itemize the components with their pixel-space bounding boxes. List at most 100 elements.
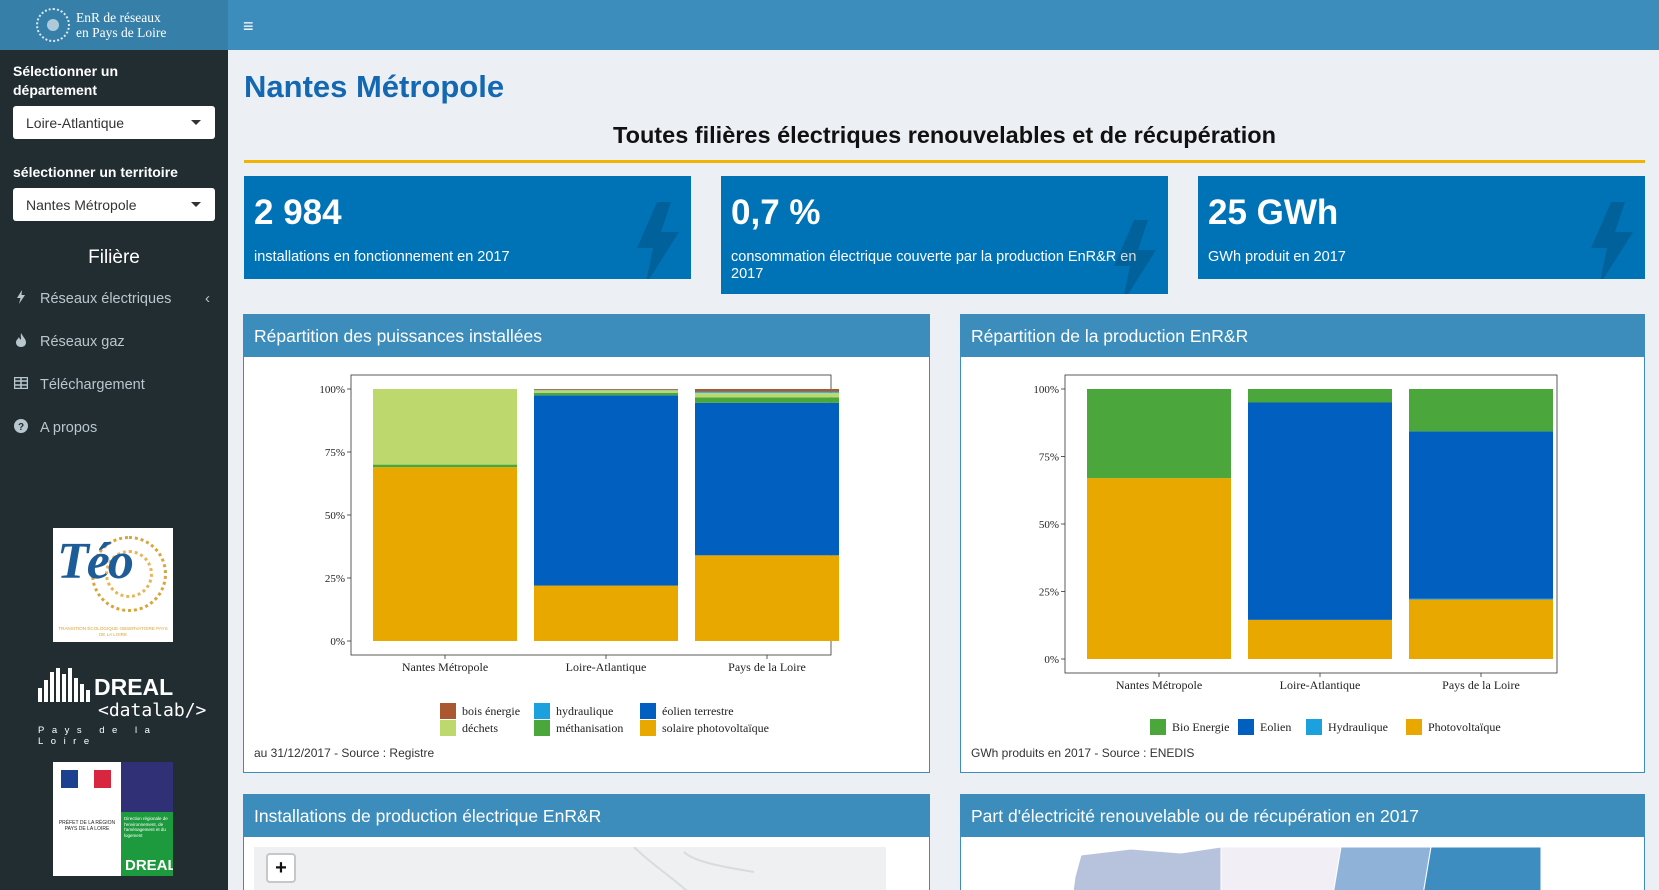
legend-label: Eolien bbox=[1260, 719, 1292, 734]
map-roads bbox=[633, 847, 755, 890]
kpi-label: GWh produit en 2017 bbox=[1208, 249, 1346, 265]
legend-label: Hydraulique bbox=[1328, 719, 1388, 734]
legend-swatch bbox=[1150, 719, 1166, 735]
x-tick-label: Pays de la Loire bbox=[1442, 678, 1520, 692]
hamburger-icon[interactable]: ≡ bbox=[243, 16, 254, 36]
installations-map[interactable]: + bbox=[254, 847, 886, 890]
bar-segment bbox=[695, 555, 839, 641]
teo-logo-word: Téo bbox=[57, 533, 134, 590]
sidebar-item-reseaux-electriques[interactable]: Réseaux électriques ‹ bbox=[0, 277, 228, 320]
sidebar-item-label: A propos bbox=[40, 419, 98, 436]
top-navbar: ≡ bbox=[228, 0, 1659, 50]
chart-puissances: 0% 25% 50% 75% 100% Nantes Métropole Loire-Atl… bbox=[319, 374, 839, 674]
legend-item: solaire photovoltaïque bbox=[640, 720, 769, 736]
bolt-icon bbox=[637, 202, 679, 279]
legend-label: Photovoltaïque bbox=[1428, 719, 1501, 734]
flame-icon bbox=[14, 333, 28, 350]
french-flag-icon bbox=[61, 770, 112, 788]
x-tick-label: Loire-Atlantique bbox=[566, 660, 647, 674]
bar-segment bbox=[1248, 402, 1392, 620]
legend-item: Bio Energie bbox=[1150, 719, 1229, 735]
bar-segment bbox=[1087, 389, 1231, 479]
box-title: Part d'électricité renouvelable ou de ré… bbox=[961, 795, 1644, 837]
department-select[interactable]: Loire-Atlantique bbox=[13, 106, 215, 139]
sidebar: EnR de réseaux en Pays de Loire Sélectio… bbox=[0, 0, 228, 890]
bar-segment bbox=[695, 397, 839, 403]
app-logo[interactable]: EnR de réseaux en Pays de Loire bbox=[0, 0, 228, 50]
legend-swatch bbox=[640, 720, 656, 736]
legend-item: Hydraulique bbox=[1306, 719, 1388, 735]
bar-segment bbox=[373, 389, 517, 465]
caret-down-icon bbox=[191, 202, 201, 207]
bolt-icon bbox=[1591, 202, 1633, 279]
bar-segment bbox=[534, 389, 678, 391]
y-tick-label: 50% bbox=[325, 510, 345, 522]
department-select-label: Sélectionner un département bbox=[13, 63, 119, 98]
choropleth-map[interactable] bbox=[1071, 847, 1541, 890]
legend-label: méthanisation bbox=[556, 720, 624, 735]
legend-item: déchets bbox=[440, 720, 498, 736]
legend-swatch bbox=[1306, 719, 1322, 735]
y-tick-label: 100% bbox=[319, 384, 345, 396]
bar-segment bbox=[695, 402, 839, 556]
bar-segment bbox=[373, 464, 517, 468]
sidebar-item-label: Téléchargement bbox=[40, 376, 145, 393]
zoom-in-button[interactable]: + bbox=[266, 853, 296, 883]
dreal-datalab-logo[interactable]: DREAL <datalab/> Pays de la Loire bbox=[36, 666, 206, 747]
y-tick-label: 50% bbox=[1039, 519, 1059, 531]
legend-item: Photovoltaïque bbox=[1406, 719, 1501, 735]
box-title: Répartition des puissances installées bbox=[244, 315, 929, 357]
teo-logo[interactable]: Téo TRANSITION ÉCOLOGIQUE OBSERVATOIRE P… bbox=[53, 528, 173, 642]
section-divider bbox=[244, 160, 1645, 163]
territory-select-value: Nantes Métropole bbox=[26, 196, 137, 213]
legend-label: Bio Energie bbox=[1172, 719, 1230, 734]
bolt-icon bbox=[1114, 220, 1156, 294]
prefet-dreal-logo[interactable]: PRÉFET DE LA RÉGION PAYS DE LA LOIRE Dir… bbox=[53, 762, 173, 876]
box-footer: au 31/12/2017 - Source : Registre bbox=[254, 746, 435, 760]
dreal-word: DREAL bbox=[94, 674, 174, 700]
y-tick-label: 25% bbox=[325, 573, 345, 585]
kpi-value: 2 984 bbox=[254, 193, 342, 232]
legend-item: hydraulique bbox=[534, 703, 613, 719]
sidebar-menu: Réseaux électriques ‹ Réseaux gaz Téléch… bbox=[0, 277, 228, 449]
box-production: Répartition de la production EnR&R 0% 25%… bbox=[960, 314, 1645, 773]
legend-label: hydraulique bbox=[556, 703, 614, 718]
legend-item: méthanisation bbox=[534, 720, 623, 736]
bar-segment bbox=[1409, 431, 1553, 599]
kpi-label: installations en fonctionnement en 2017 bbox=[254, 249, 510, 265]
y-tick-label: 75% bbox=[325, 447, 345, 459]
legend-label: solaire photovoltaïque bbox=[662, 720, 769, 735]
question-circle-icon: ? bbox=[14, 419, 28, 436]
page-title: Nantes Métropole bbox=[244, 69, 505, 104]
legend-label: bois énergie bbox=[462, 703, 521, 718]
chart-production: 0% 25% 50% 75% 100% Nantes Métropole Loire-Atl… bbox=[1033, 374, 1558, 692]
logo-line-1: EnR de réseaux bbox=[76, 10, 161, 25]
bar-segment bbox=[534, 392, 678, 396]
legend-swatch bbox=[440, 703, 456, 719]
bar-segment bbox=[1248, 619, 1392, 659]
region-word: Pays de la Loire bbox=[38, 725, 158, 747]
sidebar-item-reseaux-gaz[interactable]: Réseaux gaz bbox=[0, 320, 228, 363]
legend-swatch bbox=[534, 703, 550, 719]
bar-segment bbox=[1087, 478, 1231, 659]
bar-segment bbox=[1409, 389, 1553, 432]
box-title: Répartition de la production EnR&R bbox=[961, 315, 1644, 357]
sidebar-item-a-propos[interactable]: ? A propos bbox=[0, 406, 228, 449]
legend-swatch bbox=[534, 720, 550, 736]
legend-swatch bbox=[1238, 719, 1254, 735]
x-tick-label: Nantes Métropole bbox=[1116, 678, 1202, 692]
bar-segment bbox=[695, 389, 839, 392]
y-tick-label: 25% bbox=[1039, 587, 1059, 599]
y-tick-label: 75% bbox=[1039, 452, 1059, 464]
territory-select[interactable]: Nantes Métropole bbox=[13, 188, 215, 221]
sidebar-item-telechargement[interactable]: Téléchargement bbox=[0, 363, 228, 406]
kpi-label: consommation électrique couverte par la … bbox=[731, 249, 1137, 282]
bar-segment bbox=[1409, 598, 1553, 600]
kpi-value: 25 GWh bbox=[1208, 193, 1339, 232]
kpi-installations: 2 984 installations en fonctionnement en… bbox=[244, 176, 691, 279]
prefet-right-text: Direction régionale de l'environnement, … bbox=[124, 816, 168, 838]
legend-label: éolien terrestre bbox=[662, 703, 734, 718]
bar-segment bbox=[534, 585, 678, 641]
bar-segment bbox=[1409, 599, 1553, 659]
chevron-left-icon: ‹ bbox=[205, 290, 210, 307]
